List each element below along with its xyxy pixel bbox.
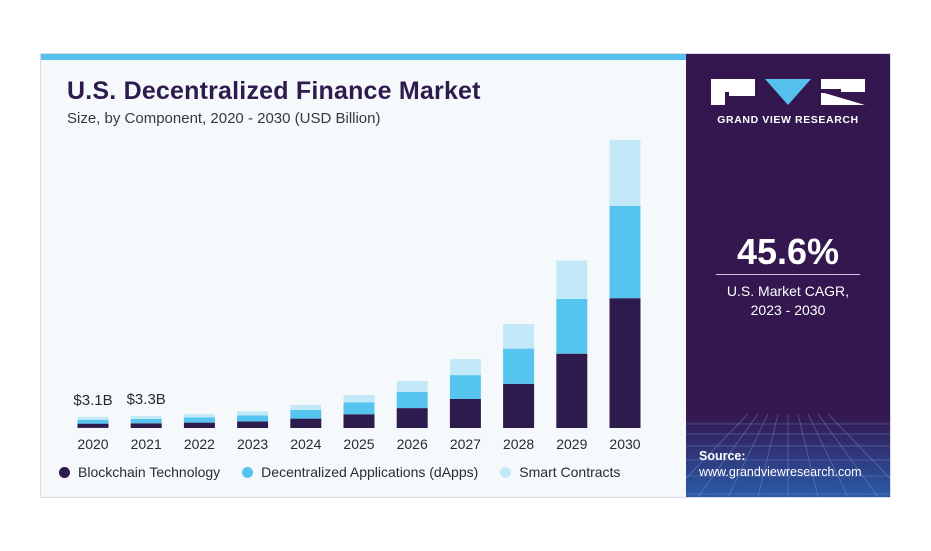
- bar-2021-series-1: [130, 418, 162, 424]
- chart-subtitle: Size, by Component, 2020 - 2030 (USD Bil…: [67, 110, 381, 127]
- legend-swatch-blockchain: [59, 466, 70, 478]
- bar-2022-series-1: [183, 417, 215, 423]
- bar-2027-series-1: [449, 375, 481, 399]
- legend-swatch-dapps: [242, 466, 254, 478]
- bar-2025-series-0: [343, 414, 375, 428]
- x-tick-label-2027: 2027: [450, 436, 481, 452]
- bar-2021-series-0: [130, 423, 162, 428]
- legend-item-blockchain: Blockchain Technology: [59, 464, 220, 480]
- bar-2021-series-2: [130, 416, 162, 419]
- legend-swatch-smart-contracts: [500, 466, 512, 478]
- bar-2023-series-1: [237, 415, 269, 422]
- data-label-2020: $3.1B: [73, 392, 112, 409]
- bar-2028-series-2: [503, 324, 535, 349]
- x-tick-label-2024: 2024: [290, 436, 321, 452]
- cagr-label-line1: U.S. Market CAGR,: [726, 283, 850, 299]
- cagr-label-line2: 2023 - 2030: [750, 302, 826, 318]
- x-tick-label-2028: 2028: [503, 436, 534, 452]
- cagr-value: 45.6%: [736, 231, 840, 272]
- bar-2020-series-2: [77, 416, 109, 420]
- bar-2029-series-1: [556, 298, 588, 354]
- bar-2030-series-2: [609, 139, 641, 206]
- stacked-bar-chart: 2020 2021 2022 2023 2024 2025 2026 2027 2028 2029…: [73, 139, 641, 452]
- x-tick-label-2030: 2030: [609, 436, 640, 452]
- brand-name: GRAND VIEW RESEARCH: [717, 114, 859, 126]
- bar-2027-series-0: [449, 399, 481, 428]
- bar-2023-series-2: [237, 411, 269, 416]
- x-tick-label-2020: 2020: [77, 436, 108, 452]
- chart-title: U.S. Decentralized Finance Market: [67, 77, 481, 105]
- bar-2024-series-1: [290, 409, 322, 419]
- bar-2020-series-1: [77, 419, 109, 424]
- legend-item-dapps: Decentralized Applications (dApps): [242, 464, 478, 480]
- x-tick-label-2026: 2026: [397, 436, 428, 452]
- bar-2028-series-0: [503, 383, 535, 428]
- bar-2029-series-0: [556, 353, 588, 428]
- source-title: Source:: [699, 449, 746, 463]
- x-tick-label-2022: 2022: [184, 436, 215, 452]
- grid-floor-decoration: [686, 414, 890, 497]
- chart-panel: U.S. Decentralized Finance Market Size, …: [41, 54, 686, 497]
- x-tick-label-2029: 2029: [556, 436, 587, 452]
- bar-2022-series-2: [183, 414, 215, 418]
- legend-item-smart-contracts: Smart Contracts: [500, 464, 620, 480]
- cagr-label: U.S. Market CAGR, 2023 - 2030: [686, 282, 890, 320]
- chart-legend: Blockchain Technology Decentralized Appl…: [59, 462, 679, 482]
- infographic-card: U.S. Decentralized Finance Market Size, …: [40, 53, 891, 498]
- x-tick-label-2025: 2025: [343, 436, 374, 452]
- accent-stripe: [41, 54, 686, 60]
- grand-view-research-logo: [711, 79, 865, 105]
- source-url: www.grandviewresearch.com: [699, 465, 862, 479]
- bar-2026-series-1: [396, 391, 428, 409]
- bar-2024-series-0: [290, 418, 322, 428]
- legend-label-blockchain: Blockchain Technology: [78, 464, 221, 480]
- bar-2020-series-0: [77, 423, 109, 428]
- bar-2030-series-1: [609, 205, 641, 299]
- legend-label-dapps: Decentralized Applications (dApps): [261, 464, 479, 480]
- x-tick-label-2023: 2023: [237, 436, 268, 452]
- bar-2026-series-2: [396, 380, 428, 392]
- bar-2024-series-2: [290, 404, 322, 410]
- bar-2023-series-0: [237, 421, 269, 428]
- bar-2026-series-0: [396, 408, 428, 428]
- bar-2027-series-2: [449, 359, 481, 376]
- bar-2025-series-2: [343, 395, 375, 403]
- x-tick-label-2021: 2021: [131, 436, 162, 452]
- data-label-2021: $3.3B: [127, 391, 166, 408]
- bar-2025-series-1: [343, 402, 375, 415]
- bar-2030-series-0: [609, 298, 641, 428]
- cagr-divider: [716, 274, 860, 275]
- bar-2029-series-2: [556, 260, 588, 299]
- legend-label-smart-contracts: Smart Contracts: [519, 464, 621, 480]
- bar-2022-series-0: [183, 422, 215, 428]
- bar-2028-series-1: [503, 348, 535, 384]
- stats-panel: GRAND VIEW RESEARCH 45.6% U.S. Market CA…: [686, 54, 890, 497]
